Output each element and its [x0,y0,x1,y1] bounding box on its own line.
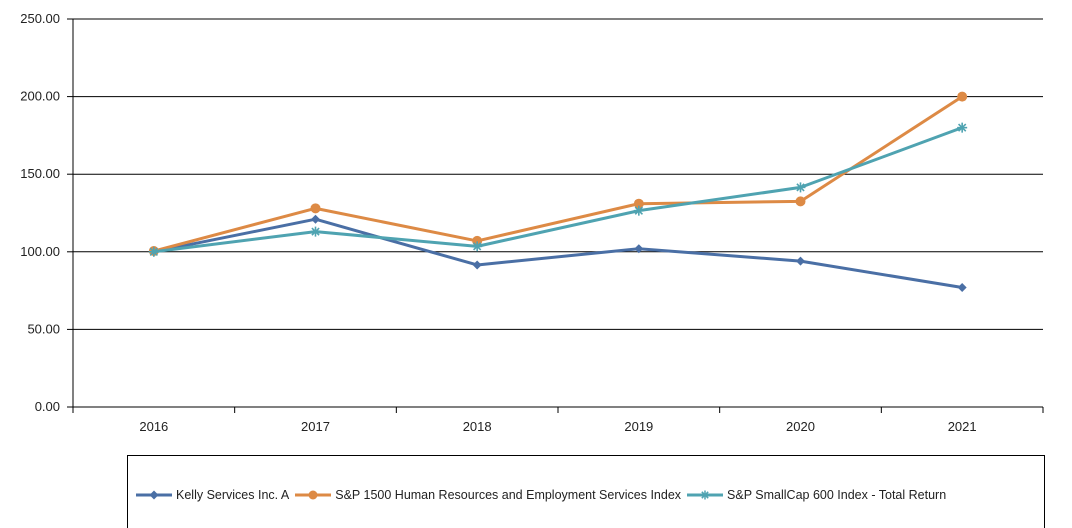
data-point [795,196,806,207]
legend-label-kelly: Kelly Services Inc. A [176,488,290,502]
x-tick-label: 2018 [463,419,492,434]
y-tick-label: 200.00 [20,89,60,104]
series-0 [149,214,967,292]
data-point [311,214,320,224]
data-point [795,182,806,193]
data-point [472,260,482,270]
legend-label-smallcap: S&P SmallCap 600 Index - Total Return [727,488,947,502]
y-tick-label: 0.00 [35,399,60,414]
data-point [796,256,805,266]
series-2 [148,122,968,257]
y-tick-label: 100.00 [20,244,60,259]
data-point [633,198,644,209]
y-tick-labels: 0.00 50.00 100.00 150.00 200.00 250.00 [20,11,60,414]
data-point [957,91,968,102]
series-line [153,95,963,253]
gridlines [73,18,1043,330]
y-tick-label: 50.00 [27,321,60,336]
y-tick-label: 150.00 [20,166,60,181]
legend-swatch-hr-index [295,490,332,500]
y-tick-label: 250.00 [20,11,60,26]
data-point [633,205,644,216]
x-tick-label: 2020 [786,419,815,434]
legend: Kelly Services Inc. A S&P 1500 Human Res… [127,455,1045,528]
legend-swatch-kelly [136,490,172,500]
axes [67,18,1044,413]
x-tick-label: 2021 [948,419,977,434]
legend-swatch-smallcap [687,490,724,500]
legend-item-smallcap: S&P SmallCap 600 Index - Total Return [687,488,946,502]
series-line [153,217,963,289]
x-tick-label: 2017 [301,419,330,434]
series-lines [148,91,968,292]
data-point [957,282,967,292]
x-tick-label: 2019 [624,419,653,434]
data-point [472,241,483,252]
legend-item-hr-index: S&P 1500 Human Resources and Employment … [295,488,681,502]
x-tick-label: 2016 [139,419,168,434]
data-point [148,246,159,257]
data-point [310,203,321,214]
legend-label-hr-index: S&P 1500 Human Resources and Employment … [335,488,682,502]
legend-item-kelly: Kelly Services Inc. A [136,488,289,502]
data-point [310,226,321,237]
x-tick-labels: 2016 2017 2018 2019 2020 2021 [139,419,976,434]
legend-row: Kelly Services Inc. A S&P 1500 Human Res… [136,488,952,502]
data-point [634,244,644,254]
data-point [957,122,968,133]
series-line [153,126,963,254]
